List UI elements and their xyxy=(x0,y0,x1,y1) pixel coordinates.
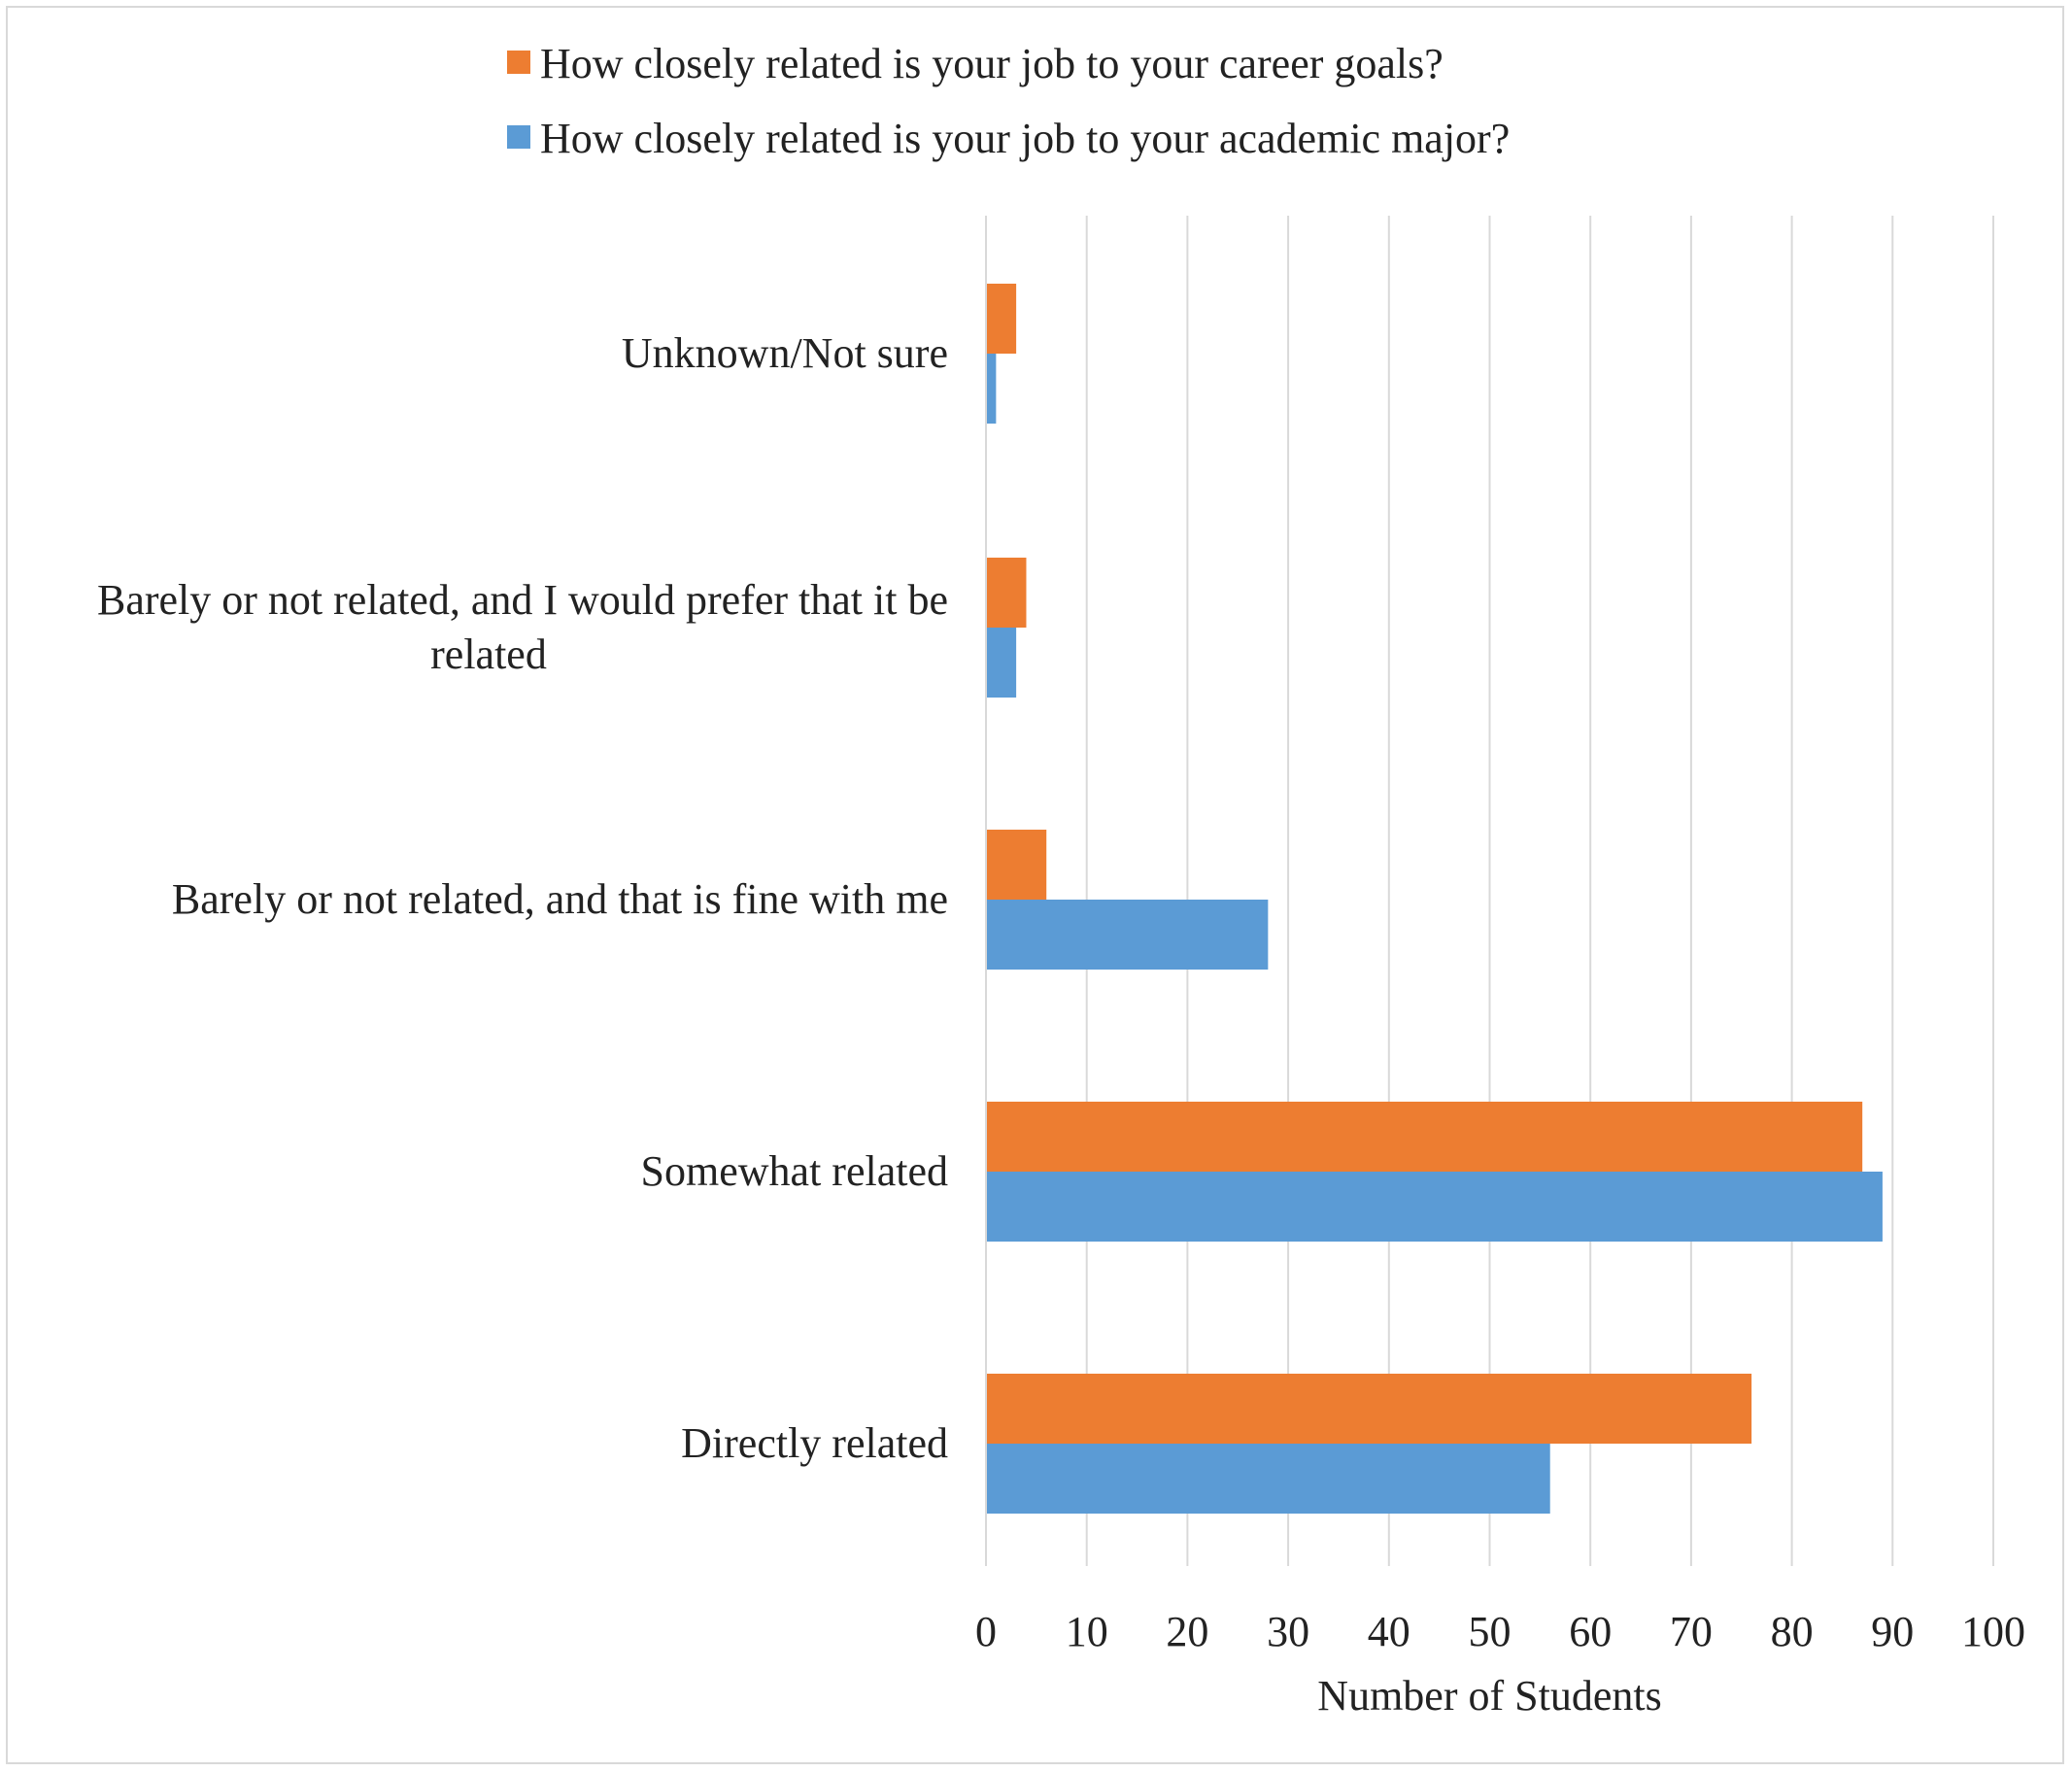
bar-career-goals-4 xyxy=(986,1374,1752,1444)
x-tick-label: 70 xyxy=(1670,1608,1713,1655)
bar-career-goals-2 xyxy=(986,830,1047,900)
legend-label: How closely related is your job to your … xyxy=(540,115,1510,162)
category-label: related xyxy=(430,630,547,678)
bar-academic-major-1 xyxy=(986,628,1017,698)
x-tick-label: 60 xyxy=(1569,1608,1612,1655)
category-label: Directly related xyxy=(681,1419,948,1467)
x-tick-label: 0 xyxy=(975,1608,997,1655)
bar-academic-major-3 xyxy=(986,1172,1883,1242)
category-label: Barely or not related, and I would prefe… xyxy=(97,576,948,624)
x-axis-title: Number of Students xyxy=(1317,1672,1661,1720)
category-label: Somewhat related xyxy=(641,1147,948,1195)
bar-career-goals-0 xyxy=(986,284,1017,354)
legend-swatch xyxy=(507,51,530,74)
x-tick-label: 100 xyxy=(1961,1608,2025,1655)
x-tick-label: 30 xyxy=(1267,1608,1309,1655)
bar-academic-major-0 xyxy=(986,354,997,424)
bar-academic-major-4 xyxy=(986,1444,1550,1514)
x-tick-label: 50 xyxy=(1469,1608,1512,1655)
x-tick-label: 80 xyxy=(1771,1608,1814,1655)
x-tick-label: 90 xyxy=(1871,1608,1914,1655)
bar-career-goals-1 xyxy=(986,558,1027,628)
legend-swatch xyxy=(507,125,530,149)
x-tick-label: 20 xyxy=(1166,1608,1208,1655)
bar-academic-major-2 xyxy=(986,900,1269,970)
category-label: Barely or not related, and that is fine … xyxy=(172,875,948,923)
bar-career-goals-3 xyxy=(986,1102,1863,1172)
legend-label: How closely related is your job to your … xyxy=(540,40,1444,87)
x-tick-label: 40 xyxy=(1368,1608,1410,1655)
category-label: Unknown/Not sure xyxy=(622,329,948,377)
x-tick-label: 10 xyxy=(1066,1608,1108,1655)
